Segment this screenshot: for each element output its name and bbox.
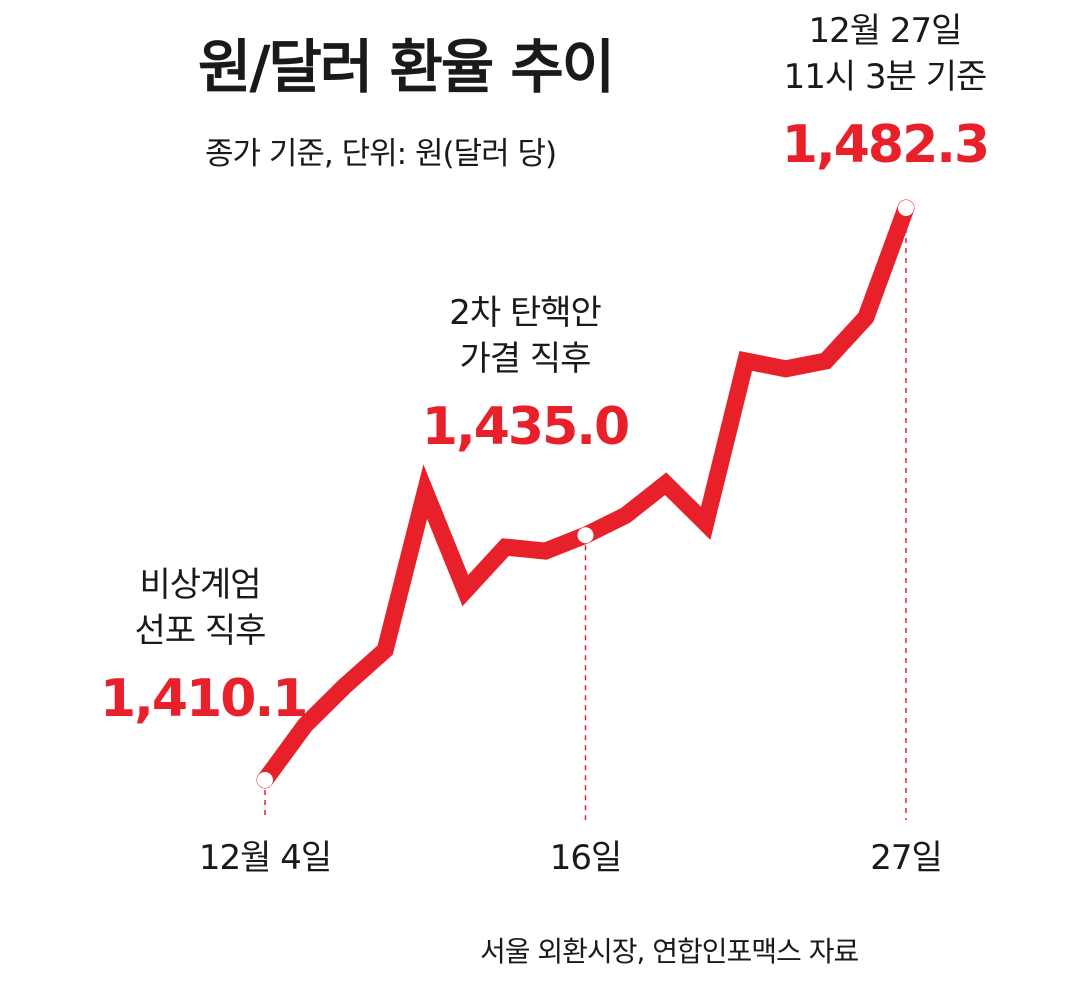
annotation-martial-law-value: 1,410.1: [100, 669, 308, 729]
annotation-martial-law-line-2: 선포 직후: [134, 611, 267, 651]
x-tick-label: 12월 4일: [198, 838, 332, 878]
annotation-impeachment-line-2: 가결 직후: [459, 339, 592, 379]
data-point: [464, 589, 467, 592]
source-note: 서울 외환시장, 연합인포맥스 자료: [480, 935, 859, 968]
data-point: [424, 490, 427, 493]
highlight-point: [577, 527, 594, 544]
annotation-impeachment: 2차 탄핵안 가결 직후 1,435.0: [410, 290, 640, 458]
data-point: [344, 684, 347, 687]
highlight-point: [257, 772, 273, 788]
annotation-latest-line-1: 12월 27일: [808, 11, 963, 51]
data-point: [824, 359, 827, 362]
data-point: [304, 724, 307, 727]
chart-title: 원/달러 환율 추이: [198, 33, 615, 101]
data-point: [744, 359, 747, 362]
highlight-point: [898, 200, 914, 216]
chart-subtitle: 종가 기준, 단위: 원(달러 당): [205, 136, 557, 172]
annotation-latest-value: 1,482.3: [781, 115, 990, 175]
data-point: [504, 546, 507, 549]
x-tick-label: 16일: [549, 838, 623, 878]
data-point: [384, 649, 387, 652]
data-point: [544, 550, 547, 553]
data-point: [664, 482, 667, 485]
data-point: [784, 367, 787, 370]
annotation-martial-law-line-1: 비상계엄: [139, 565, 261, 605]
annotation-impeachment-line-1: 2차 탄핵안: [449, 293, 602, 333]
data-point: [704, 522, 707, 525]
annotation-martial-law: 비상계엄 선포 직후 1,410.1: [100, 562, 308, 730]
annotation-latest-line-2: 11시 3분 기준: [783, 57, 988, 97]
data-point: [864, 316, 867, 319]
x-tick-label: 27일: [870, 838, 943, 878]
annotation-impeachment-value: 1,435.0: [421, 397, 630, 457]
data-point: [624, 514, 627, 517]
annotation-latest: 12월 27일 11시 3분 기준 1,482.3: [760, 8, 1010, 176]
